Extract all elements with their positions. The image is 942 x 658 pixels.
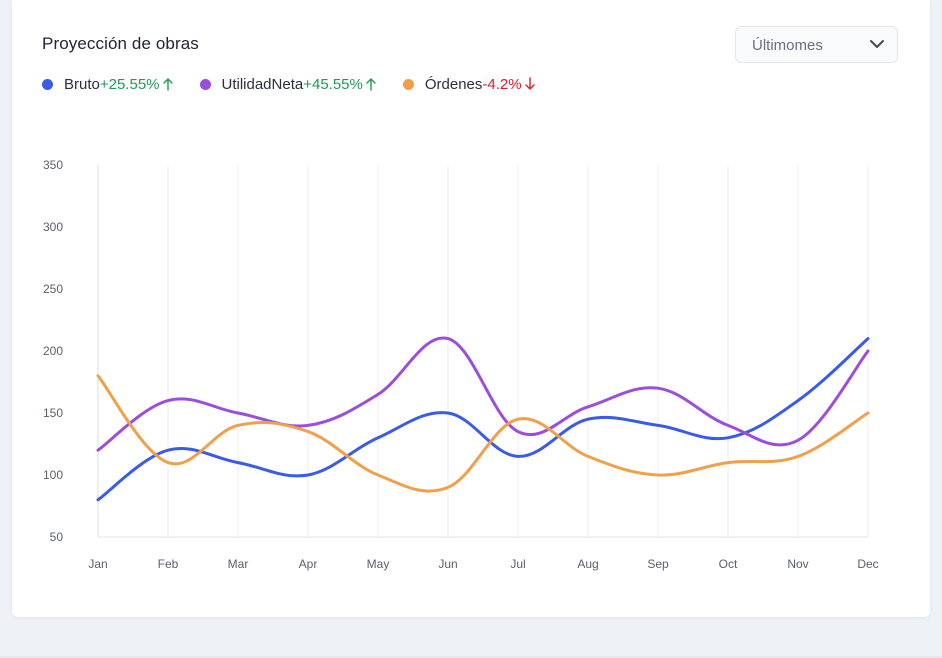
arrow-up-icon xyxy=(366,78,376,91)
data-point[interactable] xyxy=(375,472,381,478)
data-point[interactable] xyxy=(655,385,661,391)
data-point[interactable] xyxy=(165,447,171,453)
legend-label-utilidad-neta: UtilidadNeta xyxy=(221,75,304,93)
data-point[interactable] xyxy=(235,460,241,466)
data-point[interactable] xyxy=(725,422,731,428)
data-point[interactable] xyxy=(235,422,241,428)
series-line-utilidadneta[interactable] xyxy=(96,336,870,452)
legend-dot-bruto xyxy=(42,78,53,90)
legend-item-ordenes[interactable]: Órdenes -4.2% xyxy=(402,75,536,93)
x-tick-label: Jan xyxy=(88,557,107,571)
data-point[interactable] xyxy=(305,429,311,435)
data-point[interactable] xyxy=(585,453,591,459)
chart-card: Proyección de obras Últimomes Bruto +25.… xyxy=(12,0,930,617)
data-point[interactable] xyxy=(95,447,101,453)
x-tick-label: Oct xyxy=(719,557,738,571)
y-tick-label: 150 xyxy=(43,406,63,420)
data-point[interactable] xyxy=(585,404,591,410)
legend-item-bruto[interactable]: Bruto +25.55% xyxy=(42,76,174,93)
data-point[interactable] xyxy=(655,472,661,478)
data-point[interactable] xyxy=(515,429,521,435)
axis-layer: 50 100 150 200 250 300 350 Jan Feb Mar Apr May Jun Ju… xyxy=(43,158,879,571)
data-point[interactable] xyxy=(305,422,311,428)
legend-dot-ordenes xyxy=(402,78,414,90)
data-point[interactable] xyxy=(445,410,451,416)
card-title: Proyección de obras xyxy=(42,34,199,53)
data-point[interactable] xyxy=(305,472,311,478)
data-point[interactable] xyxy=(865,336,871,342)
y-tick-label: 50 xyxy=(50,530,64,544)
data-point[interactable] xyxy=(795,437,801,443)
data-point[interactable] xyxy=(95,497,101,503)
line-chart: 50 100 150 200 250 300 350 Jan Feb Mar Apr May Jun Ju… xyxy=(43,158,879,571)
data-point[interactable] xyxy=(165,460,171,466)
y-tick-label: 250 xyxy=(43,282,63,296)
data-point[interactable] xyxy=(445,336,451,342)
x-tick-label: Dec xyxy=(857,557,878,571)
legend-change-utilidad-neta: +45.55% xyxy=(303,75,363,93)
x-tick-label: Nov xyxy=(787,557,808,571)
data-point[interactable] xyxy=(95,373,101,379)
legend-change-ordenes: -4.2% xyxy=(482,75,522,93)
data-point[interactable] xyxy=(375,391,381,397)
period-select-value: Últimomes xyxy=(752,37,823,54)
arrow-down-icon xyxy=(524,77,535,90)
series-layer xyxy=(95,336,871,503)
data-point[interactable] xyxy=(795,453,801,459)
y-tick-label: 350 xyxy=(43,158,63,172)
series-line-bruto[interactable] xyxy=(96,337,870,502)
legend-dot-utilidad-neta xyxy=(199,78,211,90)
data-point[interactable] xyxy=(235,410,241,416)
y-tick-label: 300 xyxy=(43,220,63,234)
data-point[interactable] xyxy=(445,484,451,490)
x-tick-label: Apr xyxy=(299,557,318,571)
data-point[interactable] xyxy=(165,398,171,404)
chart-legend: Bruto +25.55% UtilidadNeta +45.55% Órden… xyxy=(42,74,562,94)
x-tick-label: Jul xyxy=(510,557,525,571)
x-tick-label: Aug xyxy=(577,557,598,571)
legend-item-utilidad-neta[interactable]: UtilidadNeta +45.55% xyxy=(199,75,377,93)
data-point[interactable] xyxy=(865,410,871,416)
data-point[interactable] xyxy=(795,398,801,404)
data-point[interactable] xyxy=(515,416,521,422)
series-line-rdenes[interactable] xyxy=(96,374,870,493)
data-point[interactable] xyxy=(585,416,591,422)
data-point[interactable] xyxy=(515,453,521,459)
x-tick-label: May xyxy=(367,557,390,571)
grid-layer xyxy=(97,165,869,538)
data-point[interactable] xyxy=(655,422,661,428)
chevron-down-icon xyxy=(870,40,884,48)
y-tick-label: 200 xyxy=(43,344,63,358)
y-tick-label: 100 xyxy=(43,468,63,482)
x-tick-label: Feb xyxy=(158,557,179,571)
data-point[interactable] xyxy=(865,348,871,354)
x-tick-label: Sep xyxy=(647,557,669,571)
data-point[interactable] xyxy=(725,460,731,466)
arrow-up-icon xyxy=(162,78,173,91)
next-card-edge xyxy=(0,656,942,658)
x-tick-label: Jun xyxy=(438,557,457,571)
period-select[interactable]: Últimomes xyxy=(735,26,898,63)
legend-label-bruto: Bruto xyxy=(64,75,100,93)
legend-label-ordenes: Órdenes xyxy=(424,75,483,93)
legend-change-bruto: +25.55% xyxy=(99,75,160,93)
x-tick-label: Mar xyxy=(228,557,249,571)
data-point[interactable] xyxy=(725,435,731,441)
data-point[interactable] xyxy=(375,435,381,441)
